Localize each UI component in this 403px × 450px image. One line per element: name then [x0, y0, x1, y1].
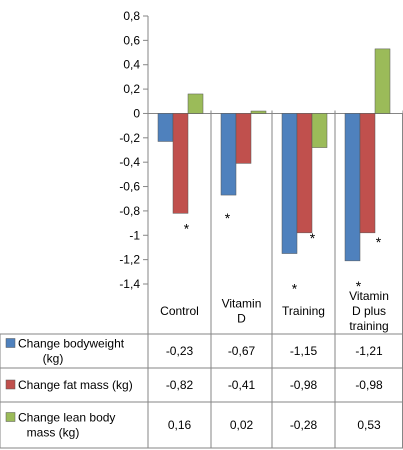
y-tick-label: 0,8 [123, 9, 140, 23]
legend-label-1: Change fat mass (kg) [18, 378, 133, 392]
category-label-3: D plus [352, 304, 386, 318]
table-value-cell: 0,02 [230, 418, 254, 432]
legend-swatch-0 [5, 338, 16, 348]
bar-bodyweight-2 [281, 113, 298, 254]
legend-swatch-1 [5, 379, 16, 390]
category-label-1: D [237, 312, 246, 326]
table-value-cell: 0,16 [168, 418, 192, 432]
bar-fat-mass-1 [235, 113, 252, 164]
table-value-cell: -1,21 [355, 344, 383, 358]
y-tick-label: 0 [133, 106, 140, 120]
bar-lean-mass-0 [187, 93, 204, 114]
significance-asterisk: * [310, 230, 316, 246]
significance-asterisk: * [292, 281, 298, 297]
y-tick-label: 0,4 [123, 58, 140, 72]
y-tick-label: -0,8 [119, 204, 140, 218]
y-tick-label: -1,2 [119, 253, 140, 267]
bar-fat-mass-3 [359, 113, 376, 234]
bar-bodyweight-3 [344, 113, 361, 262]
significance-asterisk: * [356, 278, 362, 294]
legend-label-0: Change bodyweight [18, 337, 125, 351]
table-value-cell: -0,28 [290, 418, 318, 432]
y-tick-label: -1 [129, 228, 140, 242]
y-tick-label: -1,4 [119, 277, 140, 291]
legend-label-2: Change lean body [18, 411, 115, 425]
table-value-cell: -0,67 [228, 344, 256, 358]
significance-asterisk: * [184, 220, 190, 236]
legend-swatch-2 [5, 412, 16, 422]
bar-lean-mass-2 [311, 113, 328, 148]
bar-fat-mass-2 [296, 113, 313, 234]
bar-bodyweight-0 [157, 113, 174, 142]
table-value-cell: -0,82 [166, 378, 194, 392]
y-tick-label: 0,6 [123, 33, 140, 47]
category-label-3: Vitamin [349, 289, 389, 303]
bar-lean-mass-3 [374, 48, 391, 114]
category-label-2: Training [282, 304, 325, 318]
table-value-cell: 0,53 [357, 418, 381, 432]
significance-asterisk: * [376, 234, 382, 250]
y-tick-label: -0,6 [119, 180, 140, 194]
legend-label-2: mass (kg) [27, 426, 80, 440]
bar-bodyweight-1 [220, 113, 237, 196]
bar-lean-mass-1 [250, 110, 267, 114]
category-label-1: Vitamin [222, 297, 262, 311]
y-tick-label: 0,2 [123, 82, 140, 96]
bar-fat-mass-0 [172, 113, 189, 214]
table-value-cell: -0,23 [166, 344, 194, 358]
legend-label-0: (kg) [43, 352, 64, 366]
table-value-cell: -1,15 [290, 344, 318, 358]
table-value-cell: -0,41 [228, 378, 256, 392]
significance-asterisk: * [225, 210, 231, 226]
category-label-0: Control [160, 304, 199, 318]
table-value-cell: -0,98 [355, 378, 383, 392]
table-value-cell: -0,98 [290, 378, 318, 392]
y-tick-label: -0,2 [119, 131, 140, 145]
category-label-3: training [349, 319, 388, 333]
y-tick-label: -0,4 [119, 155, 140, 169]
